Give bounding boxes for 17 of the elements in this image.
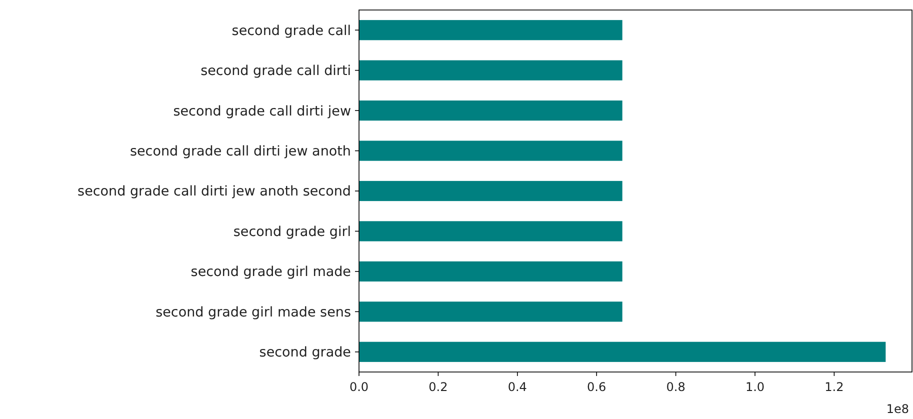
y-tick-label: second grade call xyxy=(232,22,351,39)
y-tick-label: second grade call dirti jew xyxy=(173,103,351,120)
x-tick-label: 1.0 xyxy=(745,380,765,394)
y-tick-label: second grade call dirti jew anoth xyxy=(130,144,351,160)
x-tick-label: 0.6 xyxy=(587,380,606,394)
x-tick-label: 0.0 xyxy=(349,380,369,394)
x-tick-label: 0.2 xyxy=(428,380,448,394)
y-tick-label: second grade xyxy=(259,344,351,361)
y-tick-label: second grade girl made sens xyxy=(156,304,351,320)
x-tick-label: 1.2 xyxy=(824,380,844,394)
y-tick-label: second grade call dirti xyxy=(200,63,351,80)
x-tick-label: 0.8 xyxy=(666,380,686,394)
x-tick-label: 0.4 xyxy=(508,380,527,394)
y-tick-label: second grade call dirti jew anoth second xyxy=(78,184,351,200)
y-tick-label: second grade girl made xyxy=(190,264,351,280)
y-tick-label: second grade girl xyxy=(233,224,351,240)
text: 1e8 xyxy=(886,402,909,416)
